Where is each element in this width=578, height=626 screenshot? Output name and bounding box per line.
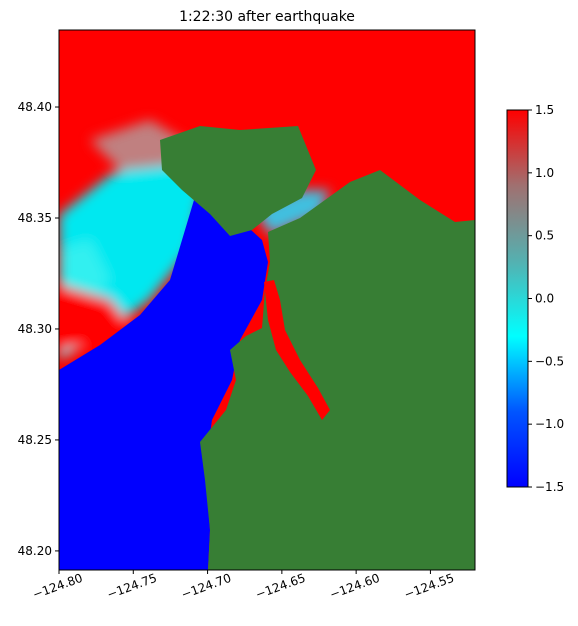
y-tick-label: 48.40	[18, 100, 52, 114]
colorbar-tick-label: −0.5	[535, 354, 564, 368]
y-tick-label: 48.35	[18, 211, 52, 225]
colorbar-tick-label: 0.5	[535, 229, 554, 243]
x-tick-label: −124.75	[105, 571, 159, 602]
colorbar-tick-label: 1.5	[535, 103, 554, 117]
colorbar	[506, 109, 529, 488]
colorbar-tick-label: −1.0	[535, 417, 564, 431]
plot-frame	[58, 29, 476, 571]
colorbar-tick-label: 1.0	[535, 166, 554, 180]
x-tick-label: −124.65	[254, 571, 308, 602]
colorbar-tick-label: 0.0	[535, 292, 554, 306]
x-tick-label: −124.55	[402, 571, 456, 602]
x-tick-label: −124.70	[179, 571, 233, 602]
y-tick-label: 48.25	[18, 433, 52, 447]
y-tick-label: 48.30	[18, 322, 52, 336]
chart-title: 1:22:30 after earthquake	[179, 9, 355, 25]
map-field	[59, 30, 475, 570]
y-tick-label: 48.20	[18, 544, 52, 558]
colorbar-tick-label: −1.5	[535, 480, 564, 494]
x-tick-label: −124.60	[328, 571, 382, 602]
x-tick-label: −124.80	[31, 571, 85, 602]
